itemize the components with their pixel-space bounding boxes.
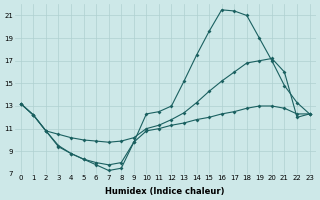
X-axis label: Humidex (Indice chaleur): Humidex (Indice chaleur)	[106, 187, 225, 196]
